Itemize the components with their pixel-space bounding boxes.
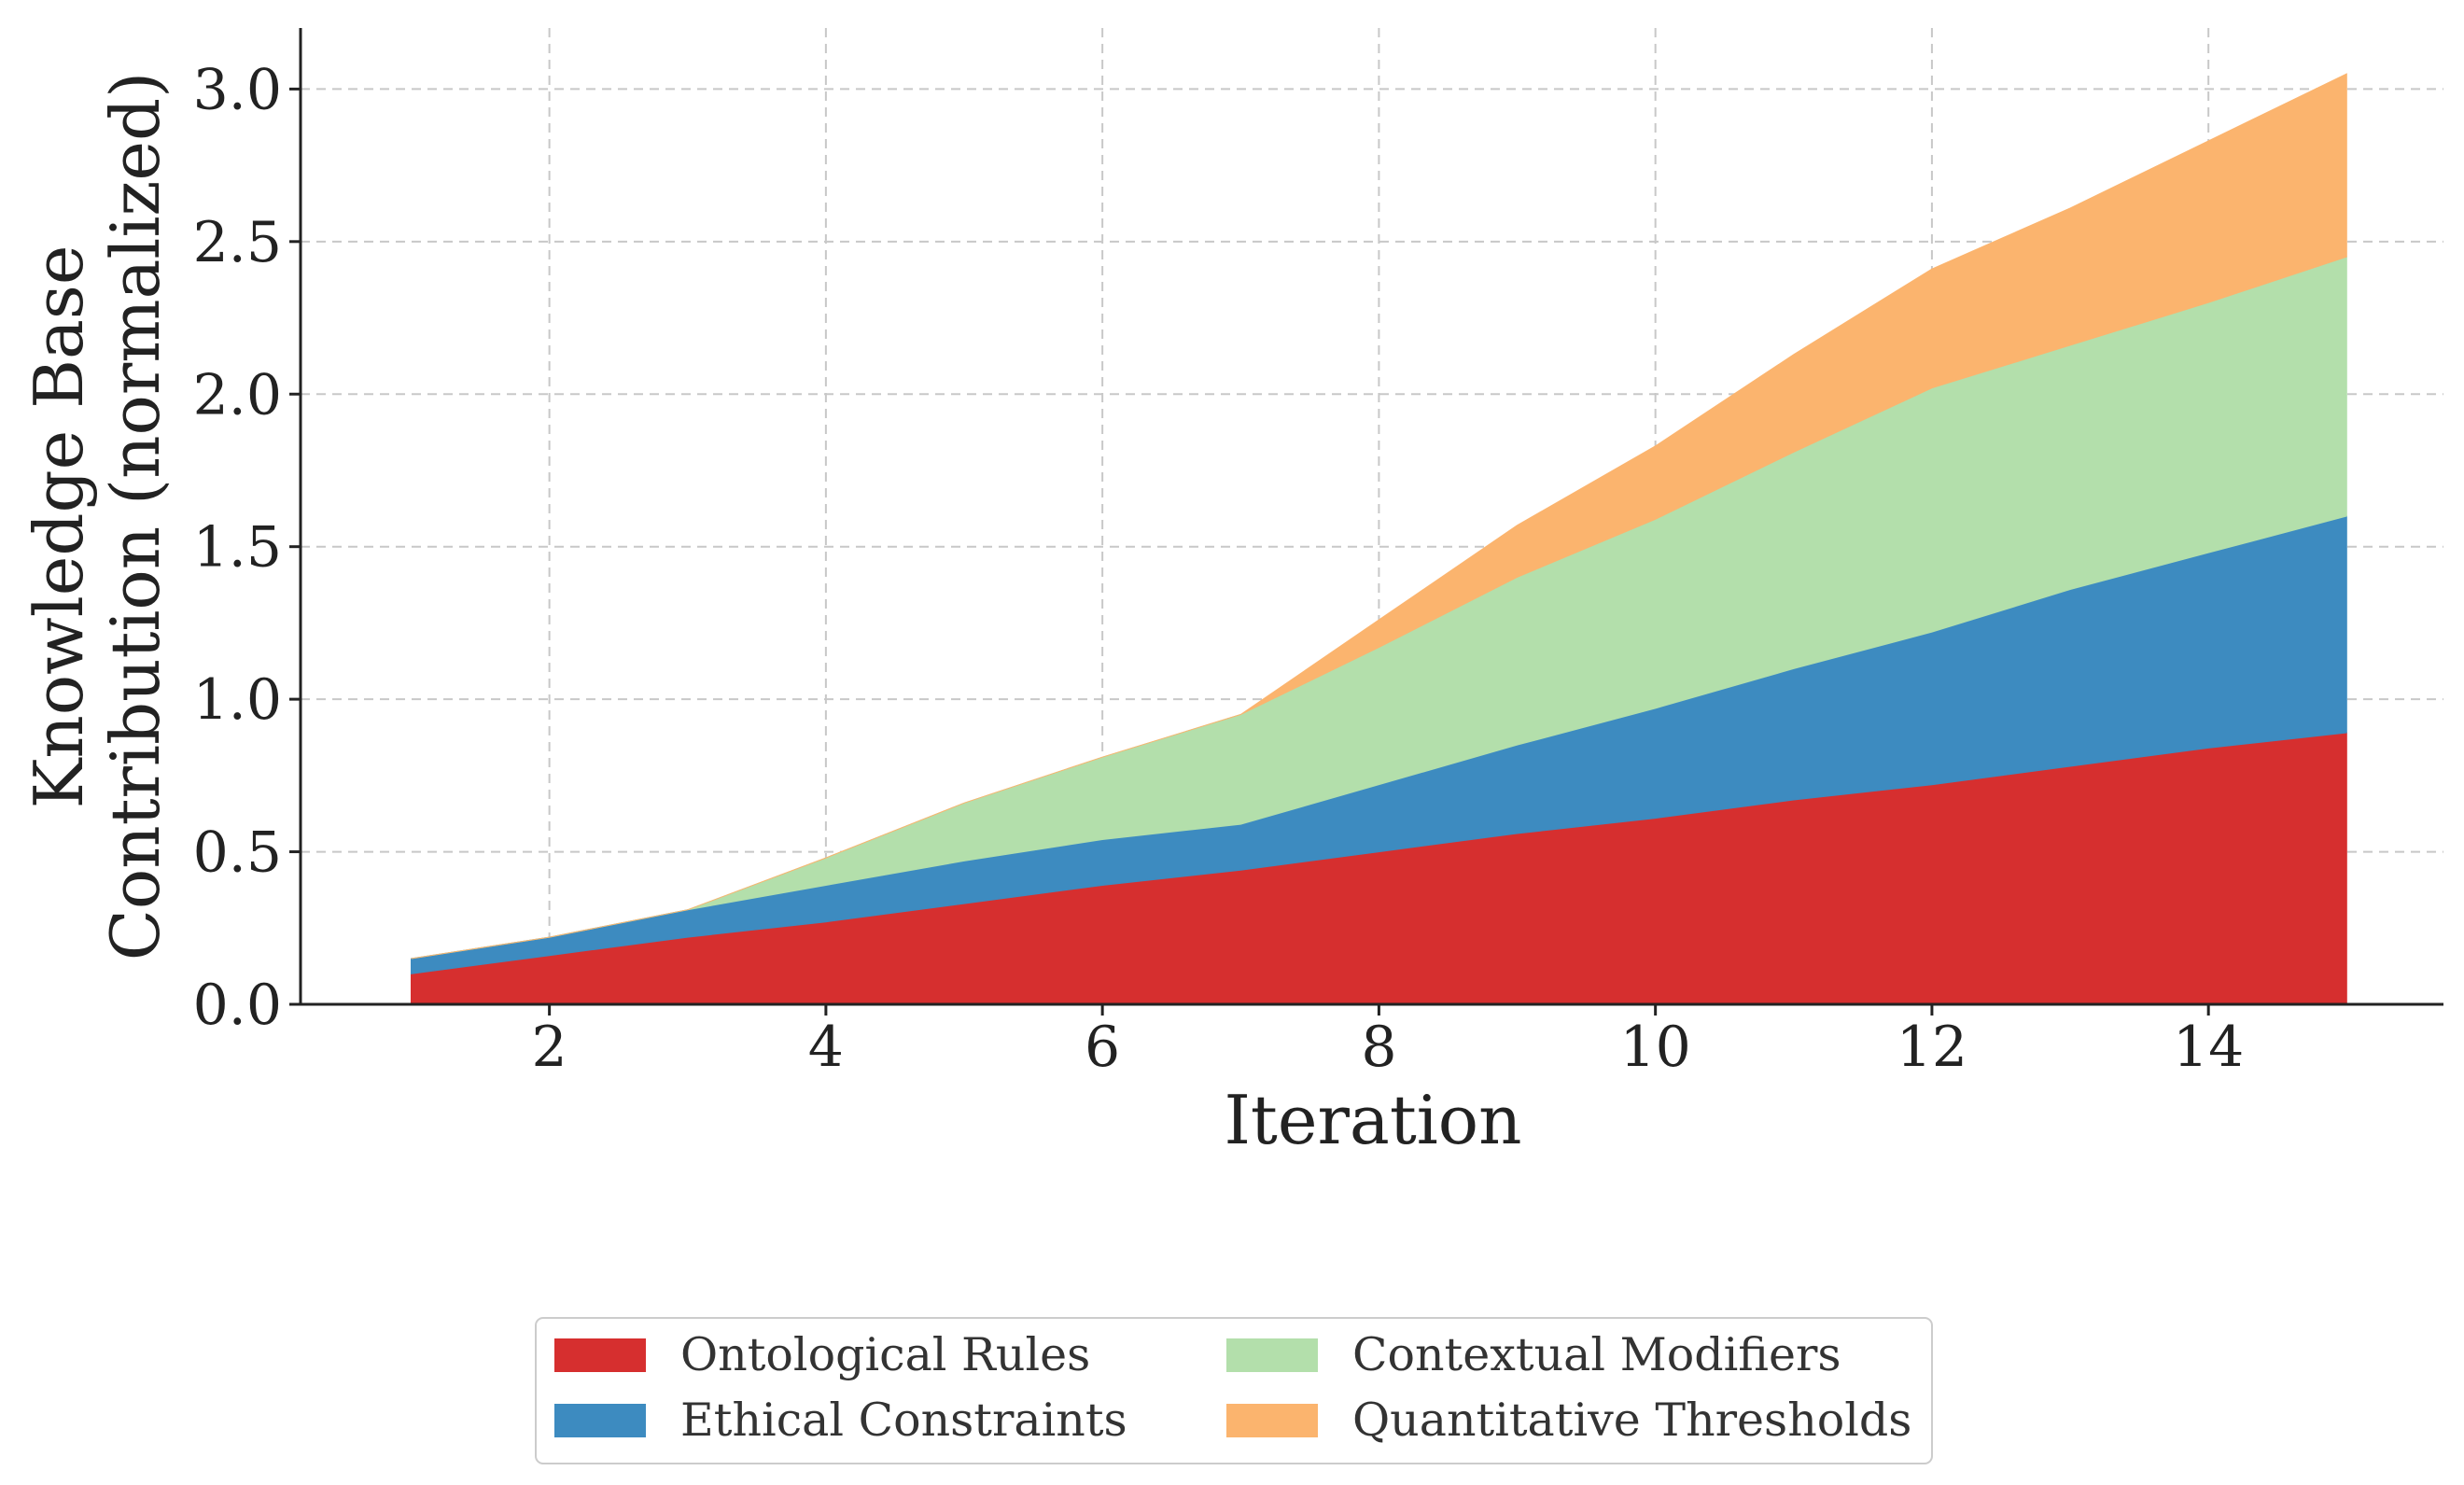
y-tick-label: 0.0 bbox=[193, 973, 282, 1038]
legend-label-ontological-rules: Ontological Rules bbox=[680, 1328, 1090, 1381]
x-axis-title: Iteration bbox=[1224, 1081, 1521, 1159]
y-tick-label: 3.0 bbox=[193, 57, 282, 122]
x-tick-label: 10 bbox=[1619, 1015, 1690, 1080]
y-axis-title: Knowledge Base Contribution (normalized) bbox=[20, 72, 175, 960]
legend-swatch-ontological-rules bbox=[554, 1338, 646, 1372]
x-tick-label: 12 bbox=[1897, 1015, 1967, 1080]
area-quantitative-thresholds bbox=[411, 73, 2347, 960]
axes: 2 4 6 8 10 12 14 0.0 0.5 1.0 1.5 2.0 2.5 3.0 bbox=[193, 28, 2443, 1080]
legend-swatch-contextual-modifiers bbox=[1226, 1338, 1318, 1372]
x-tick-label: 6 bbox=[1085, 1015, 1120, 1080]
legend-label-quantitative-thresholds: Quantitative Thresholds bbox=[1352, 1394, 1911, 1447]
y-tick-label: 2.0 bbox=[193, 362, 282, 427]
legend-label-ethical-constraints: Ethical Constraints bbox=[680, 1394, 1127, 1447]
y-tick-label: 0.5 bbox=[193, 820, 282, 886]
y-tick-label: 2.5 bbox=[193, 210, 282, 275]
x-tick-label: 4 bbox=[808, 1015, 844, 1080]
y-axis-title-line-2: Contribution (normalized) bbox=[96, 72, 175, 960]
x-tick-label: 14 bbox=[2173, 1015, 2244, 1080]
x-tick-label: 8 bbox=[1361, 1015, 1396, 1080]
legend: Ontological Rules Ethical Constraints Cont… bbox=[535, 1317, 1933, 1464]
y-tick-label: 1.0 bbox=[193, 667, 282, 733]
legend-swatch-ethical-constraints bbox=[554, 1404, 646, 1437]
x-tick-label: 2 bbox=[532, 1015, 567, 1080]
legend-swatch-quantitative-thresholds bbox=[1226, 1404, 1318, 1437]
y-axis-title-line-1: Knowledge Base bbox=[20, 245, 98, 809]
legend-frame bbox=[535, 1317, 1933, 1464]
legend-label-contextual-modifiers: Contextual Modifiers bbox=[1352, 1328, 1841, 1381]
y-tick-label: 1.5 bbox=[193, 515, 282, 581]
